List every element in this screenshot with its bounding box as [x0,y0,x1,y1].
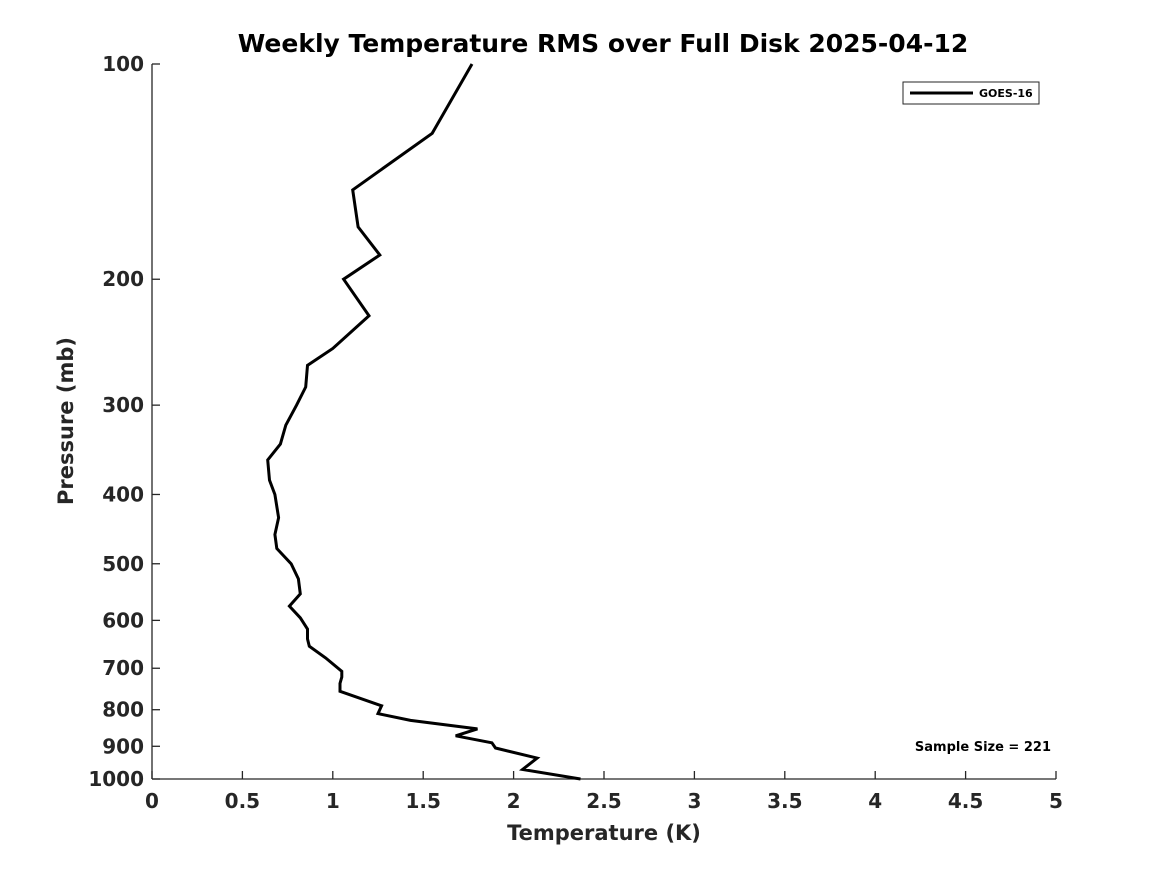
y-tick-label: 800 [102,698,144,722]
x-tick-label: 0.5 [225,789,260,813]
x-tick-label: 1 [326,789,340,813]
legend-entry-label: GOES-16 [979,87,1033,100]
sample-size-annotation: Sample Size = 221 [915,740,1051,755]
chart-title: Weekly Temperature RMS over Full Disk 20… [238,29,969,58]
y-tick-label: 700 [102,656,144,680]
y-tick-label: 900 [102,734,144,758]
y-tick-label: 100 [102,52,144,76]
x-tick-label: 1.5 [405,789,440,813]
x-ticks: 0 0.5 1 1.5 2 2.5 3 3.5 4 4.5 5 [145,771,1063,813]
x-axis-label: Temperature (K) [507,821,701,845]
y-axis-label: Pressure (mb) [54,337,78,505]
y-tick-label: 500 [102,552,144,576]
y-tick-label: 400 [102,482,144,506]
x-tick-label: 0 [145,789,159,813]
x-tick-label: 4.5 [948,789,983,813]
y-tick-label: 1000 [88,767,144,791]
y-tick-label: 600 [102,608,144,632]
x-tick-label: 5 [1049,789,1063,813]
y-tick-label: 300 [102,393,144,417]
y-ticks: 100 200 300 400 500 600 700 800 900 1000 [88,52,160,791]
x-tick-label: 2.5 [586,789,621,813]
legend: GOES-16 [902,81,1040,105]
series-line-goes-16 [266,63,581,781]
x-tick-label: 3 [687,789,701,813]
x-tick-label: 2 [507,789,521,813]
x-tick-label: 3.5 [767,789,802,813]
x-tick-label: 4 [868,789,882,813]
y-tick-label: 200 [102,267,144,291]
series-group [266,63,581,781]
